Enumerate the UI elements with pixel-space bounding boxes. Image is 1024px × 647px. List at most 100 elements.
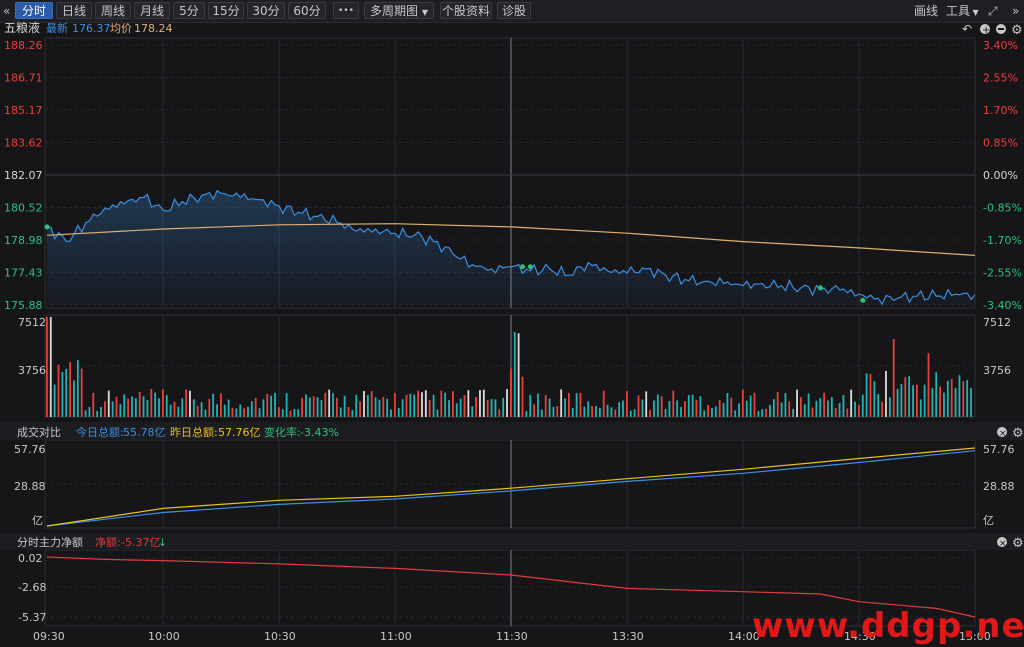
tab-monthly[interactable]: 月线 — [134, 2, 170, 19]
volume-bar — [958, 375, 961, 417]
volume-bar — [397, 407, 400, 417]
volume-bar — [150, 389, 153, 417]
volume-bar — [138, 391, 141, 417]
volume-bar — [664, 408, 667, 417]
time-tick-label: 15:00 — [959, 630, 991, 643]
net-value: -5.37亿 — [121, 536, 160, 549]
volume-bar — [757, 410, 760, 417]
volume-bar — [521, 376, 524, 417]
tab-weekly[interactable]: 周线 — [95, 2, 131, 19]
volume-bar — [888, 397, 891, 417]
volume-bar — [192, 399, 195, 417]
volume-bar — [428, 399, 431, 417]
turnover-title: 成交对比 — [17, 425, 61, 439]
volume-bar — [676, 400, 679, 417]
volume-bar — [865, 373, 868, 417]
volume-bar — [162, 389, 164, 417]
settings-icon[interactable]: ⚙ — [1012, 536, 1024, 551]
tools-dropdown[interactable]: 工具 ▼ — [946, 3, 979, 21]
tab-daily[interactable]: 日线 — [56, 2, 92, 19]
price-tick-label: 180.52 — [4, 202, 43, 215]
volume-bar — [722, 402, 725, 417]
svg-text:+: + — [982, 25, 990, 36]
tab-5min[interactable]: 5分 — [173, 2, 205, 19]
volume-bar — [320, 400, 323, 417]
volume-bar — [552, 406, 555, 417]
volume-bar — [513, 332, 516, 417]
price-tick-label: 188.26 — [4, 39, 43, 52]
settings-icon[interactable]: ⚙ — [1011, 23, 1023, 38]
volume-bar — [297, 409, 300, 417]
draw-button[interactable]: 画线 — [914, 4, 939, 18]
volume-bar — [436, 409, 439, 417]
volume-bar — [680, 407, 682, 417]
close-icon[interactable] — [997, 427, 1007, 437]
percent-tick-label: 2.55% — [983, 72, 1018, 85]
volume-bar — [916, 384, 918, 417]
volume-bar — [432, 394, 435, 417]
tab-60min[interactable]: 60分 — [288, 2, 326, 19]
volume-bar — [610, 407, 613, 417]
volume-bar — [347, 406, 350, 417]
volume-bar — [104, 401, 106, 417]
volume-bar — [339, 407, 342, 417]
volume-bar — [718, 399, 721, 417]
volume-bar — [726, 392, 729, 417]
stock-info-button[interactable]: 个股资料 — [440, 2, 492, 19]
volume-bar — [691, 394, 694, 417]
volume-bar — [196, 405, 199, 417]
volume-bar — [540, 409, 543, 417]
turnover-tick-label: 亿 — [983, 514, 994, 527]
avg-value: 178.24 — [134, 22, 173, 35]
volume-bar — [618, 402, 621, 417]
volume-bar — [595, 405, 597, 417]
volume-bar — [745, 400, 748, 417]
volume-bar — [73, 380, 75, 417]
double-chevron-right-icon[interactable]: » — [1012, 4, 1020, 18]
volume-bar — [332, 393, 334, 417]
caret-down-icon: ▼ — [970, 8, 979, 17]
multi-period-dropdown[interactable]: 多周期图 ▼ — [364, 2, 434, 19]
zoom-in-icon[interactable] — [980, 24, 990, 34]
tab-intraday[interactable]: 分时 — [15, 2, 53, 19]
diagnose-button[interactable]: 诊股 — [497, 2, 531, 19]
double-chevron-left-icon[interactable]: « — [3, 4, 11, 18]
volume-bar — [401, 399, 404, 417]
tab-15min[interactable]: 15分 — [208, 2, 244, 19]
volume-bar — [629, 410, 632, 417]
volume-bar — [830, 397, 833, 417]
volume-bar — [753, 392, 756, 417]
yesterday-label: 昨日总额: — [170, 425, 218, 439]
volume-bar — [165, 395, 168, 417]
close-icon[interactable] — [997, 537, 1007, 547]
volume-bar — [730, 397, 733, 417]
volume-bar — [382, 396, 385, 417]
volume-bar — [127, 398, 129, 417]
volume-bar — [954, 388, 957, 417]
volume-bar — [923, 384, 926, 417]
volume-tick-label: 7512 — [18, 316, 46, 329]
volume-bar — [374, 397, 377, 417]
volume-bar — [227, 399, 230, 417]
signal-marker — [527, 264, 533, 270]
today-turnover-line — [46, 450, 976, 527]
turnover-header-bar — [0, 422, 1024, 440]
volume-bar — [711, 407, 713, 417]
volume-bar — [293, 409, 296, 417]
volume-bar — [784, 392, 787, 417]
volume-bar — [61, 372, 64, 417]
volume-bar — [881, 401, 883, 417]
volume-bar — [189, 390, 191, 417]
volume-bar — [861, 394, 864, 417]
expand-icon[interactable]: ⤢ — [988, 4, 998, 18]
turnover-tick-label: 57.76 — [983, 443, 1015, 456]
turnover-tick-label: 亿 — [32, 514, 43, 527]
volume-bar — [452, 391, 454, 417]
more-button[interactable]: ••• — [333, 2, 359, 19]
tools-label: 工具 — [946, 4, 971, 18]
caret-down-icon: ▼ — [421, 8, 428, 17]
tab-30min[interactable]: 30分 — [247, 2, 285, 19]
volume-bar — [529, 394, 532, 417]
settings-icon[interactable]: ⚙ — [1012, 426, 1024, 441]
undo-icon[interactable]: ↶ — [962, 22, 972, 36]
